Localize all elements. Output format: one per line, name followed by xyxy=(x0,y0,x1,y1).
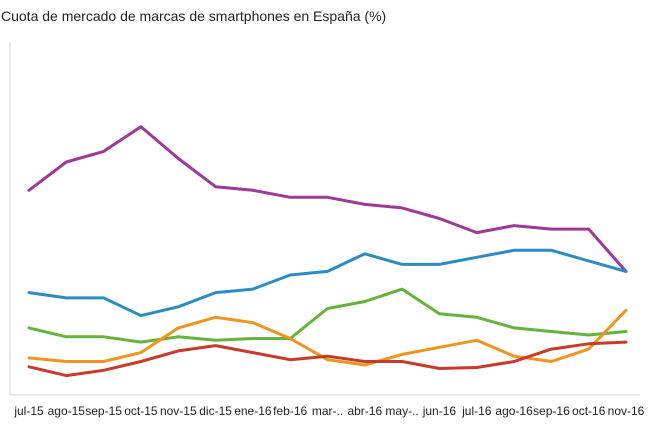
x-tick-label: dic-15 xyxy=(199,404,232,418)
x-tick-label: jul-16 xyxy=(461,404,492,418)
x-tick-label: mar-.. xyxy=(312,404,343,418)
x-tick-labels: jul-15 ago-15 sep-15 oct-15 nov-15 dic-15 ene-… xyxy=(13,404,644,418)
x-tick-label: jun-16 xyxy=(422,404,457,418)
series-layer xyxy=(27,125,628,378)
x-tick-label: oct-15 xyxy=(124,404,158,418)
x-tick-label: abr-16 xyxy=(347,404,382,418)
x-tick-label: nov-16 xyxy=(608,404,645,418)
x-tick-label: feb-16 xyxy=(273,404,307,418)
x-tick-label: ene-16 xyxy=(234,404,272,418)
x-tick-label: ago-15 xyxy=(48,404,86,418)
series-line-2 xyxy=(27,248,628,318)
x-tick-label: ago-16 xyxy=(495,404,533,418)
series-line-1 xyxy=(27,125,628,273)
chart-title: Cuota de mercado de marcas de smartphone… xyxy=(1,8,387,24)
x-tick-label: sep-15 xyxy=(85,404,122,418)
x-tick-label: nov-15 xyxy=(160,404,197,418)
series-line-3 xyxy=(27,287,628,344)
series-line-5 xyxy=(27,340,628,378)
x-tick-label: sep-16 xyxy=(533,404,570,418)
x-tick-label: jul-15 xyxy=(13,404,44,418)
x-tick-label: may-.. xyxy=(385,404,418,418)
x-tick-label: oct-16 xyxy=(572,404,606,418)
